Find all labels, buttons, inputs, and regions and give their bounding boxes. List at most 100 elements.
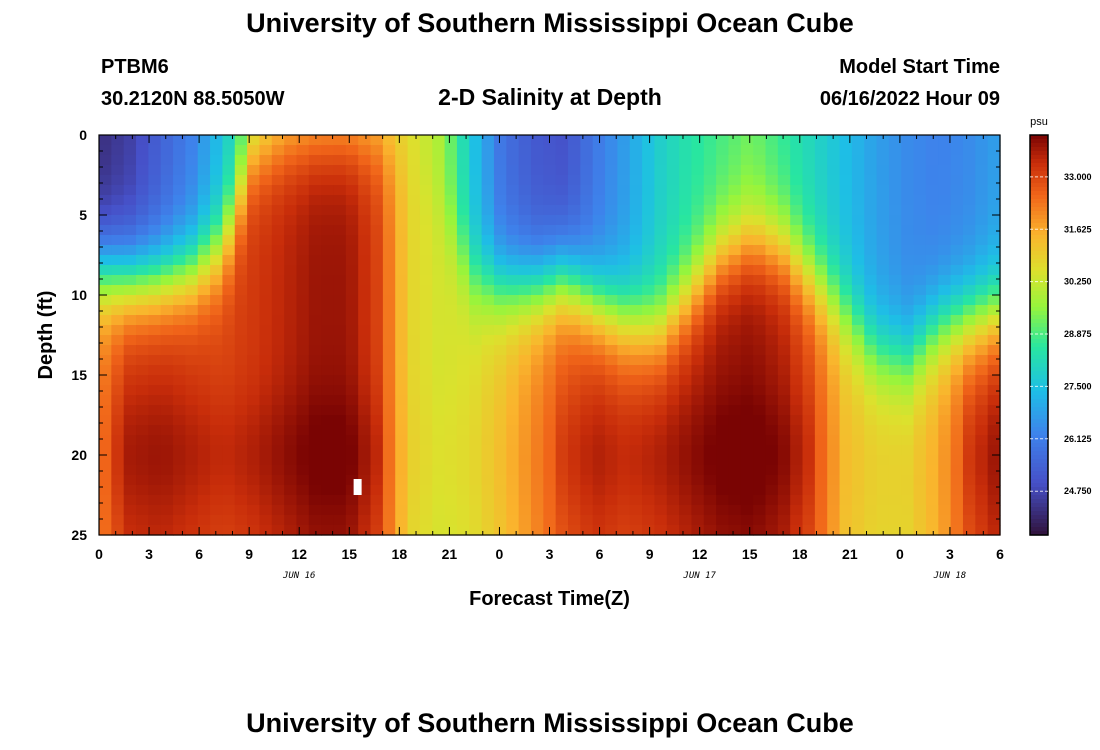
heatmap-cell <box>925 475 939 486</box>
heatmap-cell <box>432 345 446 356</box>
heatmap-cell <box>407 225 421 236</box>
heatmap-cell <box>259 175 273 186</box>
heatmap-cell <box>395 235 409 246</box>
heatmap-cell <box>617 435 631 446</box>
heatmap-cell <box>99 455 112 466</box>
heatmap-cell <box>691 405 705 416</box>
heatmap-cell <box>469 375 483 386</box>
heatmap-cell <box>592 415 606 426</box>
heatmap-cell <box>728 225 742 236</box>
heatmap-cell <box>654 225 668 236</box>
heatmap-cell <box>913 385 927 396</box>
heatmap-cell <box>321 135 335 146</box>
heatmap-cell <box>308 475 322 486</box>
heatmap-cell <box>555 155 569 166</box>
heatmap-cell <box>975 355 989 366</box>
heatmap-cell <box>197 415 211 426</box>
heatmap-cell <box>481 345 495 356</box>
heatmap-cell <box>284 165 298 176</box>
heatmap-cell <box>456 395 470 406</box>
heatmap-cell <box>605 235 618 246</box>
heatmap-cell <box>136 305 149 316</box>
heatmap-cell <box>296 365 310 376</box>
heatmap-cell <box>395 355 409 366</box>
heatmap-cell <box>370 355 384 366</box>
heatmap-cell <box>321 515 335 526</box>
heatmap-cell <box>481 355 495 366</box>
heatmap-cell <box>197 275 211 286</box>
heatmap-cell <box>333 335 347 346</box>
heatmap-cell <box>419 495 433 506</box>
heatmap-cell <box>321 425 335 436</box>
heatmap-cell <box>975 465 989 476</box>
heatmap-cell <box>185 245 199 256</box>
heatmap-cell <box>654 295 668 306</box>
heatmap-cell <box>777 225 791 236</box>
heatmap-cell <box>271 255 285 266</box>
heatmap-cell <box>481 505 495 516</box>
heatmap-cell <box>802 205 816 216</box>
heatmap-cell <box>950 345 964 356</box>
heatmap-cell <box>962 385 976 396</box>
heatmap-cell <box>321 445 335 456</box>
heatmap-cell <box>605 155 618 166</box>
heatmap-cell <box>790 265 804 276</box>
heatmap-cell <box>247 425 261 436</box>
heatmap-cell <box>111 515 125 526</box>
heatmap-cell <box>407 465 421 476</box>
heatmap-cell <box>173 285 186 296</box>
heatmap-cell <box>654 255 668 266</box>
heatmap-cell <box>197 285 211 296</box>
heatmap-cell <box>518 275 532 286</box>
heatmap-cell <box>333 245 347 256</box>
heatmap-cell <box>740 425 754 436</box>
heatmap-cell <box>321 385 335 396</box>
heatmap-cell <box>234 455 248 466</box>
heatmap-cell <box>987 375 1001 386</box>
heatmap-cell <box>173 445 186 456</box>
heatmap-cell <box>358 205 372 216</box>
heatmap-cell <box>716 365 730 376</box>
colorbar-segment <box>1030 207 1048 212</box>
heatmap-cell <box>407 245 421 256</box>
heatmap-cell <box>185 365 199 376</box>
heatmap-cell <box>728 345 742 356</box>
colorbar-segment <box>1030 175 1048 180</box>
colorbar-segment <box>1030 271 1048 276</box>
heatmap-cell <box>851 255 865 266</box>
heatmap-cell <box>975 515 989 526</box>
heatmap-cell <box>99 235 112 246</box>
heatmap-cell <box>901 185 915 196</box>
heatmap-cell <box>136 225 149 236</box>
heatmap-cell <box>271 505 285 516</box>
heatmap-cell <box>197 515 211 526</box>
heatmap-cell <box>296 525 310 536</box>
heatmap-cell <box>666 385 680 396</box>
heatmap-cell <box>136 505 149 516</box>
heatmap-cell <box>901 465 915 476</box>
heatmap-cell <box>666 345 680 356</box>
heatmap-cell <box>864 165 878 176</box>
heatmap-cell <box>938 245 952 256</box>
heatmap-cell <box>333 355 347 366</box>
heatmap-cell <box>654 455 668 466</box>
heatmap-cell <box>419 395 433 406</box>
colorbar-segment <box>1030 431 1048 436</box>
heatmap-cell <box>975 155 989 166</box>
heatmap-cell <box>543 415 557 426</box>
heatmap-cell <box>827 275 841 286</box>
heatmap-cell <box>123 135 137 146</box>
heatmap-cell <box>259 475 273 486</box>
heatmap-cell <box>814 355 828 366</box>
heatmap-cell <box>382 305 396 316</box>
heatmap-cell <box>753 285 767 296</box>
heatmap-cell <box>407 375 421 386</box>
heatmap-cell <box>247 245 261 256</box>
heatmap-cell <box>259 275 273 286</box>
heatmap-cell <box>99 325 112 336</box>
heatmap-cell <box>790 465 804 476</box>
heatmap-cell <box>530 525 544 536</box>
heatmap-cell <box>530 165 544 176</box>
heatmap-cell <box>308 275 322 286</box>
heatmap-cell <box>432 445 446 456</box>
